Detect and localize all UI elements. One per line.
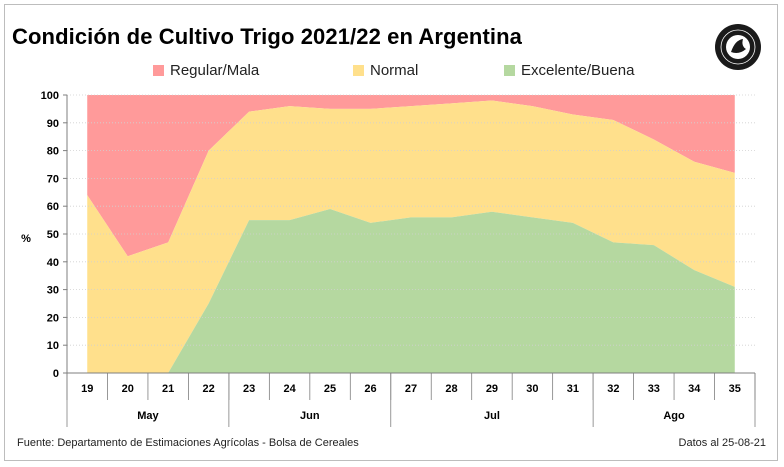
y-axis-label: % [21,233,31,245]
x-month-label: Jul [484,410,500,422]
y-tick-label: 0 [53,368,59,380]
y-tick-label: 40 [47,257,59,269]
x-tick-label: 29 [486,383,498,395]
legend-item-normal: Normal [353,62,418,79]
y-tick-label: 20 [47,312,59,324]
chart-legend: Regular/Mala Normal Excelente/Buena [0,62,784,82]
x-tick-label: 32 [607,383,619,395]
legend-label: Excelente/Buena [521,62,635,79]
y-tick-label: 100 [41,90,59,102]
y-tick-label: 50 [47,229,59,241]
area-excelente-buena [87,208,735,373]
x-month-label: May [137,410,159,422]
x-tick-label: 30 [526,383,538,395]
legend-item-excelente-buena: Excelente/Buena [504,62,634,79]
legend-swatch-regular-mala [153,65,164,76]
y-tick-label: 80 [47,146,59,158]
y-tick-label: 60 [47,201,59,213]
data-date: Datos al 25-08-21 [678,437,766,449]
legend-label: Regular/Mala [170,62,260,79]
y-tick-label: 90 [47,118,59,130]
x-tick-label: 21 [162,383,174,395]
legend-swatch-normal [353,65,364,76]
legend-label: Normal [370,62,419,79]
chart-title: Condición de Cultivo Trigo 2021/22 en Ar… [12,24,522,49]
x-tick-label: 25 [324,383,336,395]
x-month-label: Jun [300,410,320,422]
y-tick-label: 10 [47,340,59,352]
x-tick-label: 23 [243,383,255,395]
x-tick-label: 26 [364,383,376,395]
source-note: Fuente: Departamento de Estimaciones Agr… [17,437,359,449]
x-tick-label: 31 [567,383,579,395]
y-tick-label: 70 [47,173,59,185]
x-tick-label: 19 [81,383,93,395]
legend-swatch-excelente-buena [504,65,515,76]
x-tick-label: 34 [688,383,701,395]
bolsa-de-cereales-logo [715,24,761,70]
area-regular-mala [87,95,735,257]
x-tick-label: 35 [729,383,741,395]
x-tick-label: 33 [648,383,660,395]
x-tick-label: 27 [405,383,417,395]
y-tick-label: 30 [47,285,59,297]
x-tick-label: 24 [283,383,296,395]
x-tick-label: 22 [203,383,215,395]
legend-item-regular-mala: Regular/Mala [153,62,259,79]
x-month-label: Ago [663,410,685,422]
x-tick-label: 20 [122,383,134,395]
area-normal [87,100,735,373]
x-tick-label: 28 [445,383,457,395]
